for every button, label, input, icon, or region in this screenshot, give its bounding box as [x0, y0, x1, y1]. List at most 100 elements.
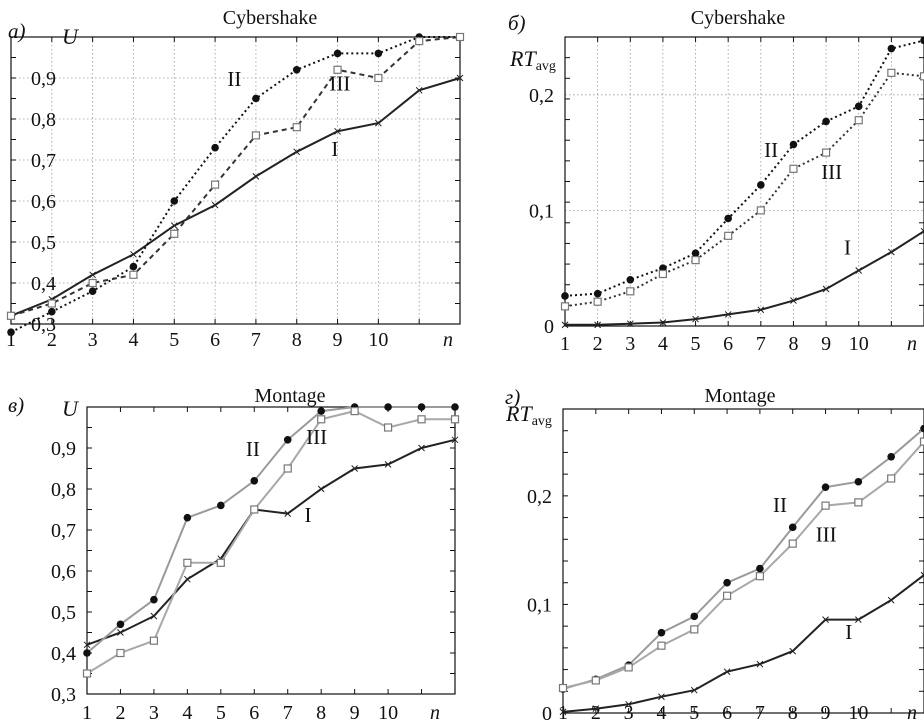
- series-label: III: [306, 425, 327, 449]
- data-point: [250, 505, 259, 514]
- data-point: [129, 262, 138, 271]
- x-tick-label: 1: [560, 333, 570, 355]
- data-point: [887, 44, 896, 53]
- data-point: [560, 302, 570, 311]
- x-tick-label: 8: [316, 702, 326, 724]
- x-tick-label: 2: [115, 702, 125, 724]
- data-point: [690, 612, 699, 621]
- data-point: [756, 564, 764, 573]
- x-tick-label: 5: [169, 329, 179, 351]
- data-point: [691, 249, 700, 257]
- plot-frame: [86, 406, 456, 695]
- data-point: [561, 292, 569, 300]
- data-point: [591, 676, 600, 685]
- x-axis-label: n: [907, 702, 917, 724]
- panel-letter: б): [508, 11, 526, 35]
- data-point: [415, 86, 423, 94]
- data-point: [920, 424, 924, 433]
- chart-title: Cybershake: [223, 7, 318, 29]
- data-point: [292, 66, 301, 74]
- x-axis-label: n: [443, 329, 453, 351]
- series-line: [10, 36, 461, 317]
- data-point: [456, 74, 464, 82]
- x-tick-label: 3: [624, 702, 634, 724]
- y-tick-label: 0,5: [51, 602, 76, 624]
- data-point: [789, 647, 797, 655]
- y-axis-label-main: U: [62, 396, 80, 421]
- series-I: [83, 436, 459, 649]
- data-point: [723, 668, 731, 676]
- y-tick-label: 0: [542, 703, 552, 725]
- data-point: [117, 629, 124, 636]
- data-point: [691, 256, 700, 265]
- data-point: [658, 693, 665, 701]
- x-tick-label: 6: [249, 702, 259, 724]
- series-line: [564, 71, 924, 308]
- data-point: [217, 501, 225, 510]
- data-point: [887, 596, 895, 604]
- x-tick-label: 9: [821, 333, 831, 355]
- y-axis-label: RTavg: [509, 46, 556, 74]
- data-point: [919, 437, 924, 446]
- chart-title: Montage: [254, 385, 325, 407]
- series-label: III: [329, 71, 350, 95]
- data-point: [854, 116, 863, 125]
- series-line: [562, 427, 924, 691]
- data-point: [252, 94, 260, 103]
- data-point: [47, 299, 56, 308]
- panel-letter: г): [505, 385, 520, 409]
- data-point: [593, 289, 602, 298]
- x-tick-label: 3: [149, 702, 159, 724]
- series-label: I: [845, 620, 852, 644]
- data-point: [822, 616, 829, 623]
- x-tick-label: 4: [128, 329, 138, 351]
- y-tick-label: 0,7: [51, 520, 76, 542]
- x-axis-label: n: [430, 702, 440, 724]
- data-point: [374, 49, 383, 58]
- data-point: [350, 407, 359, 416]
- series-label: I: [304, 503, 311, 527]
- series-III: [6, 32, 465, 320]
- data-point: [293, 148, 301, 156]
- x-tick-label: 6: [722, 702, 732, 724]
- y-tick-label: 0,9: [51, 438, 76, 460]
- data-point: [83, 641, 91, 649]
- axis-tick-marks: [86, 406, 456, 695]
- x-tick-label: 6: [723, 333, 733, 355]
- y-axis-label-subscript: avg: [536, 59, 556, 74]
- x-tick-label: 10: [378, 702, 398, 724]
- y-tick-label: 0,1: [529, 200, 554, 222]
- y-tick-label: 0: [544, 316, 554, 338]
- x-tick-label: 3: [88, 329, 98, 351]
- data-point: [183, 513, 192, 522]
- x-tick-label: 1: [558, 702, 568, 724]
- data-point: [822, 285, 830, 293]
- x-tick-label: 2: [47, 329, 57, 351]
- series-line: [562, 574, 924, 713]
- x-tick-label: 9: [333, 329, 343, 351]
- y-axis-label: U: [62, 396, 80, 421]
- series-II: [83, 403, 459, 657]
- data-point: [788, 539, 797, 548]
- data-point: [626, 287, 635, 296]
- y-tick-label: 0,3: [51, 684, 76, 706]
- data-point: [384, 461, 392, 468]
- series-label: I: [331, 137, 338, 161]
- data-point: [184, 575, 191, 583]
- series-line: [565, 230, 924, 326]
- axis-tick-marks: [564, 36, 924, 327]
- chart-title: Montage: [704, 385, 775, 407]
- data-point: [625, 700, 632, 708]
- series-label: II: [773, 493, 787, 517]
- y-tick-label: 0,8: [51, 479, 76, 501]
- series-III: [82, 407, 460, 678]
- series-III: [560, 68, 924, 311]
- x-tick-label: 5: [689, 702, 699, 724]
- y-tick-label: 0,2: [529, 85, 554, 107]
- data-point: [129, 270, 138, 279]
- data-point: [789, 140, 798, 149]
- series-line: [86, 410, 455, 675]
- x-tick-label: 5: [691, 333, 701, 355]
- data-point: [887, 68, 896, 77]
